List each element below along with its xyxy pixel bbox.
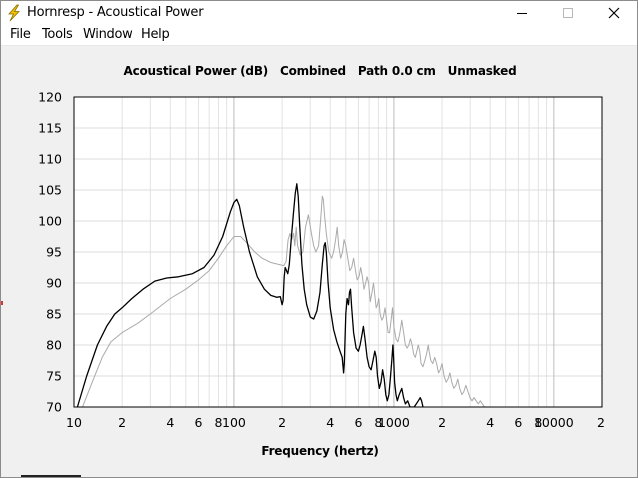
y-tick-label: 90 <box>46 276 62 291</box>
y-tick-label: 110 <box>38 152 62 167</box>
y-tick-label: 105 <box>38 183 62 198</box>
menu-window[interactable]: Window <box>83 27 133 42</box>
x-tick-label: 10000 <box>534 415 574 430</box>
y-tick-label: 75 <box>46 369 62 384</box>
series-line <box>76 183 424 407</box>
x-tick-label: 4 <box>326 415 334 430</box>
x-tick-label: 8 <box>374 415 382 430</box>
y-tick-label: 95 <box>46 245 62 260</box>
x-tick-label: 100 <box>222 415 246 430</box>
x-tick-label: 6 <box>194 415 202 430</box>
x-tick-label: 8 <box>214 415 222 430</box>
y-tick-label: 80 <box>46 338 62 353</box>
taskbar-fragment <box>21 475 81 477</box>
x-tick-label: 8 <box>534 415 542 430</box>
y-tick-label: 85 <box>46 307 62 322</box>
x-tick-label: 2 <box>438 415 446 430</box>
y-tick-label: 70 <box>46 400 62 415</box>
menu-bar: File Tools Window Help <box>1 25 637 46</box>
menu-file[interactable]: File <box>10 27 31 42</box>
x-tick-label: 4 <box>486 415 494 430</box>
y-tick-labels: 70 75 80 85 90 95 100 105 110 115 120 <box>38 90 62 415</box>
title-bar[interactable]: Hornresp - Acoustical Power <box>1 1 637 25</box>
x-tick-label: 2 <box>278 415 286 430</box>
menu-help[interactable]: Help <box>141 27 170 42</box>
maximize-button[interactable] <box>545 1 591 25</box>
y-tick-label: 120 <box>38 90 62 105</box>
window-title: Hornresp - Acoustical Power <box>27 5 204 20</box>
y-tick-label: 100 <box>38 214 62 229</box>
x-tick-label: 10 <box>66 415 82 430</box>
x-tick-label: 4 <box>166 415 174 430</box>
x-tick-label: 2 <box>597 415 605 430</box>
plot-frame <box>73 96 603 408</box>
lightning-bolt-icon <box>8 4 20 22</box>
x-tick-label: 1000 <box>378 415 410 430</box>
close-button[interactable] <box>591 1 637 25</box>
close-icon <box>608 7 620 19</box>
minimize-icon <box>517 13 527 14</box>
y-tick-label: 115 <box>38 121 62 136</box>
x-axis-label: Frequency (hertz) <box>261 444 379 458</box>
chart-title: Acoustical Power (dB) Combined Path 0.0 … <box>123 64 517 78</box>
chart-minor-grid <box>74 96 603 408</box>
maximize-icon <box>563 8 573 18</box>
x-tick-label: 6 <box>354 415 362 430</box>
edge-artifact <box>1 301 3 305</box>
x-tick-label: 6 <box>514 415 522 430</box>
menu-tools[interactable]: Tools <box>42 27 73 42</box>
series-line <box>82 195 485 407</box>
x-tick-label: 2 <box>118 415 126 430</box>
chart-series-layer <box>76 183 485 407</box>
minimize-button[interactable] <box>499 1 545 25</box>
